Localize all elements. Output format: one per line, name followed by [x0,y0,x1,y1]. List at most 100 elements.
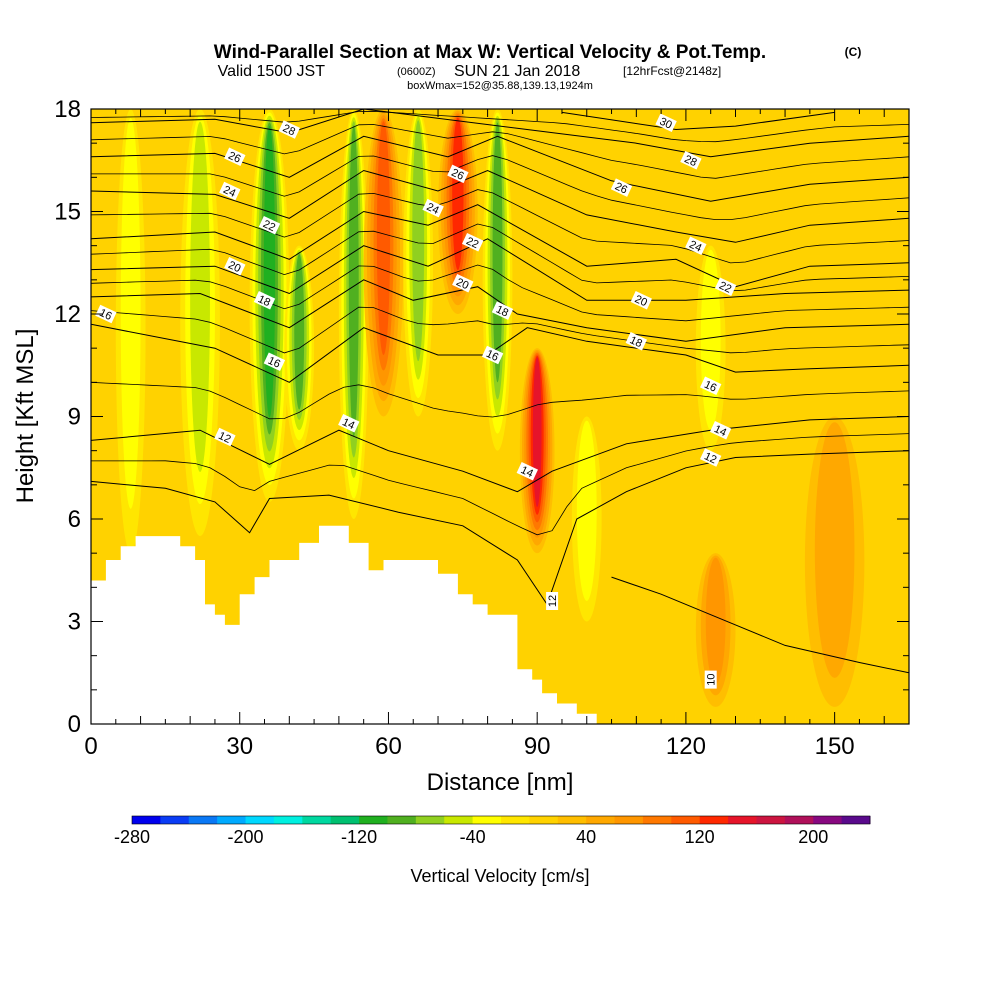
svg-text:12: 12 [216,430,232,446]
plot-area: 2826242220181616121426242220181614123028… [54,96,910,760]
isentrope-minor-23 [91,189,909,264]
contour-label: 10 [704,670,718,689]
colorbar-swatch [529,816,559,824]
terrain [91,525,597,724]
contour-label: 20 [224,256,246,276]
chart-subtitle-valid: Valid 1500 JST [218,63,326,80]
svg-text:26: 26 [449,167,465,183]
colorbar-swatch [359,816,388,824]
colorbar-swatch [188,816,218,824]
colorbar-label: Vertical Velocity [cm/s] [410,866,589,886]
contour-label: 12 [214,427,236,447]
svg-text:12: 12 [547,595,559,607]
contour-label: 28 [278,120,300,139]
colorbar-swatch [586,816,616,824]
isentrope-26 [91,135,909,202]
colorbar: -280 -200 -120 -40 40 120 200 [114,815,871,847]
isentrope-30 [561,111,835,131]
svg-text:24: 24 [425,201,441,217]
contour-label: 12 [700,448,722,467]
svg-text:10: 10 [706,673,718,685]
colorbar-swatch [756,816,786,824]
y-tick-label: 18 [54,96,81,123]
contour-label: 14 [709,420,732,440]
colorbar-swatch [614,816,644,824]
y-tick-label: 12 [54,301,81,328]
svg-text:20: 20 [454,276,470,292]
svg-text:12: 12 [702,450,718,466]
isentrope-20 [91,238,909,301]
y-tick-label: 0 [68,711,81,738]
velocity-feature-5 [363,109,404,417]
y-tick-label: 9 [68,404,81,431]
contour-label: 16 [700,376,722,396]
velocity-feature-3 [284,245,315,451]
svg-text:22: 22 [717,280,733,296]
contour-label: 28 [680,151,702,170]
colorbar-swatch [671,816,701,824]
colorbar-swatch [699,816,729,824]
svg-text:26: 26 [613,180,629,196]
isentrope-18 [91,279,909,342]
contour-label: 26 [224,147,246,167]
contour-label: 14 [338,414,360,433]
velocity-feature-13 [804,416,865,707]
colorbar-swatch [330,816,360,824]
svg-text:26: 26 [226,150,242,166]
svg-text:18: 18 [494,303,510,319]
velocity-feature-11 [695,245,726,451]
colorbar-swatch [813,816,843,824]
svg-text:24: 24 [687,239,703,255]
contour-labels: 28 26 24 22 20 18 16 16 12 14 26 24 22 20 18 16 14 12 30 28… [95,113,737,689]
colorbar-swatch [245,816,275,824]
contour-label: 16 [481,345,504,365]
x-tick-label: 0 [84,733,97,760]
contour-label: 30 [655,113,677,132]
svg-text:16: 16 [266,355,282,371]
contour-label: 16 [95,304,117,324]
contour-label: 22 [714,277,737,296]
x-axis-label: Distance [nm] [427,769,574,796]
svg-text:20: 20 [633,293,649,309]
colorbar-swatch [132,816,161,824]
isentrope-minor-21 [91,223,909,292]
velocity-feature-0 [115,109,146,554]
svg-text:20: 20 [226,259,242,275]
contour-label: 18 [253,291,276,310]
x-tick-label: 150 [815,733,855,760]
colorbar-swatch [784,816,814,824]
colorbar-swatch [728,816,757,824]
chart-title-unit: (C) [845,45,862,59]
colorbar-swatch [217,816,247,824]
isentrope-minor-29 [91,110,909,143]
y-axis-label: Height [Kft MSL] [12,329,39,504]
colorbar-tick-label: 200 [798,827,828,847]
svg-text:28: 28 [281,122,297,138]
velocity-feature-12 [695,553,736,707]
colorbar-tick-label: -200 [228,827,264,847]
colorbar-swatch [841,816,871,824]
chart-subtitle-utc: (0600Z) [397,66,436,78]
isentrope-28 [91,109,909,158]
isentrope-24 [91,169,909,243]
colorbar-swatch [387,816,417,824]
contour-label: 24 [685,236,707,255]
colorbar-swatch [557,816,587,824]
colorbar-tick-label: -120 [341,827,377,847]
svg-text:18: 18 [628,334,644,350]
colorbar-tick-label: 120 [685,827,715,847]
contour-label: 24 [422,198,444,218]
isentrope-minor-15 [91,381,909,420]
svg-text:16: 16 [97,307,113,323]
isentrope-minor-25 [91,155,909,221]
velocity-feature-1 [180,109,220,537]
y-tick-label: 3 [68,609,81,636]
colorbar-swatch [273,816,303,824]
velocity-feature-4 [338,109,369,519]
colorbar-swatch [302,816,332,824]
velocity-feature-9 [519,348,555,554]
svg-text:24: 24 [221,184,237,200]
svg-text:22: 22 [464,235,480,251]
velocity-feature-10 [571,416,602,622]
